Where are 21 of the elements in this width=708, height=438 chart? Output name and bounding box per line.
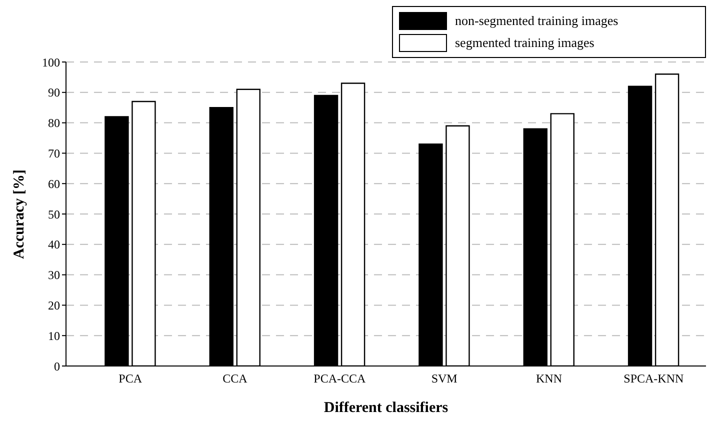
y-tick-label: 10 xyxy=(48,328,60,343)
x-axis-title: Different classifiers xyxy=(324,400,448,416)
y-tick-label: 0 xyxy=(54,359,60,374)
y-tick-label: 40 xyxy=(48,238,60,252)
y-tick-label: 90 xyxy=(48,86,60,100)
x-tick-label: SPCA-KNN xyxy=(624,372,684,386)
x-tick-label: CCA xyxy=(222,372,248,386)
x-tick-label: PCA-CCA xyxy=(314,372,366,386)
legend-label: segmented training images xyxy=(455,35,594,51)
y-tick-label: 80 xyxy=(48,116,60,130)
y-tick-label: 30 xyxy=(48,268,60,282)
x-tick-label: PCA xyxy=(118,372,142,386)
y-tick-label: 60 xyxy=(48,176,60,191)
x-tick-label: SVM xyxy=(431,372,458,386)
y-tick-label: 70 xyxy=(48,146,60,160)
y-tick-label: 100 xyxy=(42,55,60,70)
y-tick-label: 50 xyxy=(48,207,60,222)
legend-label: non-segmented training images xyxy=(455,13,618,29)
y-tick-label: 20 xyxy=(48,298,60,312)
y-axis-title: Accuracy [%] xyxy=(11,169,28,259)
x-tick-label: KNN xyxy=(536,372,562,386)
